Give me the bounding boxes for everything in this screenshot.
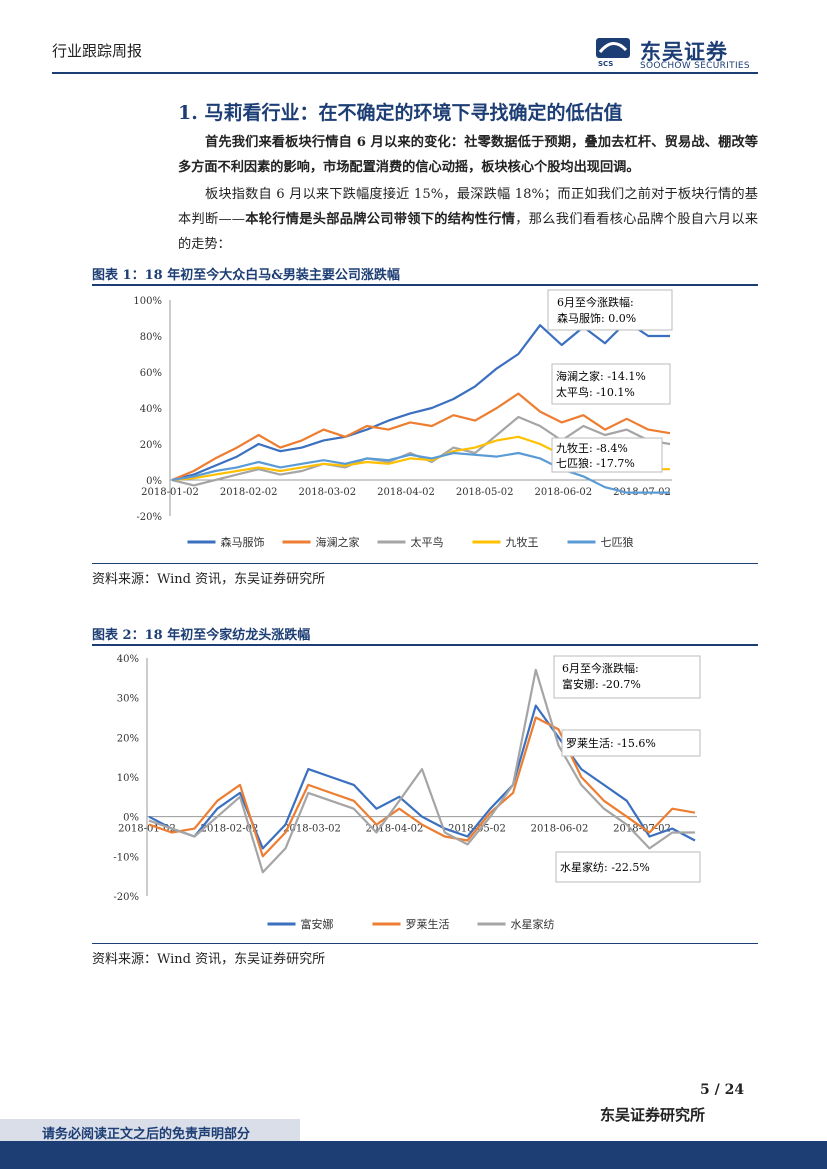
paragraph-2: 板块指数自 6 月以来下跌幅度接近 15%，最深跌幅 18%；而正如我们之前对于…	[178, 182, 758, 257]
f1-annot-2-line-2: 太平鸟: -10.1%	[556, 385, 635, 399]
f1-annot-2-line-1: 海澜之家: -14.1%	[556, 369, 646, 383]
c1-x-tick-label: 2018-05-02	[456, 487, 514, 498]
f2-annot-1-line-2: 富安娜: -20.7%	[562, 677, 641, 691]
c2-x-tick-label: 2018-06-02	[531, 824, 589, 835]
f1-annot-1-line-1: 6月至今涨跌幅:	[557, 295, 634, 309]
c1-x-tick-label: 2018-01-02	[141, 487, 199, 498]
c2-x-tick-label: 2018-01-02	[118, 824, 176, 835]
footer-bar	[0, 1141, 827, 1169]
c1-y-tick-label: -20%	[136, 512, 162, 523]
c2-y-tick-label: 20%	[117, 733, 139, 744]
c1-y-tick-label: 60%	[140, 368, 162, 379]
report-type-title: 行业跟踪周报	[52, 42, 143, 60]
logo-english-name: SOOCHOW SECURITIES	[640, 61, 750, 71]
f2-annot-3-line-1: 水星家纺: -22.5%	[560, 860, 650, 874]
logo-chinese-name: 东吴证券	[640, 40, 728, 64]
c1-legend-label: 海澜之家	[316, 535, 360, 549]
c1-y-tick-label: 0%	[146, 476, 162, 487]
c2-series-line-2	[148, 716, 696, 858]
f2-annot-1-line-1: 6月至今涨跌幅:	[562, 661, 639, 675]
c1-series-line-2	[171, 392, 671, 482]
figure-1-annotation-box-1: 6月至今涨跌幅: 森马服饰: 0.0%	[547, 289, 673, 331]
c1-x-tick-label: 2018-02-02	[220, 487, 278, 498]
c2-series-line-1	[148, 704, 696, 850]
company-logo-icon	[596, 38, 630, 58]
figure-2-top-rule	[92, 644, 758, 646]
c1-x-tick-label: 2018-03-02	[299, 487, 357, 498]
c2-legend-label: 富安娜	[301, 917, 334, 931]
paragraph-2-emphasis: 本轮行情是头部品牌公司带领下的结构性行情	[244, 212, 516, 227]
paragraph-2-part-a: 板块指数自 6 月以来下跌幅度接近 15%，最深跌幅 18%；而正如我们之前对于…	[178, 187, 758, 227]
disclaimer-text: 请务必阅读正文之后的免责声明部分	[42, 1127, 251, 1142]
c1-legend-label: 七匹狼	[601, 535, 634, 549]
c1-legend-label: 九牧王	[506, 535, 539, 549]
c1-x-tick-label: 2018-06-02	[535, 487, 593, 498]
figure-1-chart: 100% 80% 60% 40% 20% 0% -20% 2018-01-02 2018-02-…	[133, 289, 673, 549]
c2-y-tick-label: 40%	[117, 654, 139, 665]
figure-2-bottom-rule	[92, 943, 758, 944]
figure-1-annotation-box-2: 海澜之家: -14.1% 太平鸟: -10.1%	[551, 363, 671, 405]
c2-x-tick-label: 2018-04-02	[366, 824, 424, 835]
c2-x-tick-label: 2018-02-02	[201, 824, 259, 835]
figure-2-annotation-box-2: 罗莱生活: -15.6%	[561, 729, 701, 757]
disclaimer-banner: 请务必阅读正文之后的免责声明部分	[0, 1119, 300, 1143]
header-divider	[52, 72, 758, 74]
paragraph-1-text: 首先我们来看板块行情自 6 月以来的变化：社零数据低于预期，叠加去杠杆、贸易战、…	[178, 135, 758, 175]
c1-y-tick-label: 80%	[140, 332, 162, 343]
c2-y-tick-label: -20%	[113, 892, 139, 903]
figure-2-source: 资料来源：Wind 资讯，东吴证券研究所	[92, 952, 326, 967]
c2-y-tick-label: -10%	[113, 852, 139, 863]
c1-y-tick-label: 20%	[140, 440, 162, 451]
c2-x-tick-label: 2018-03-02	[283, 824, 341, 835]
c1-x-tick-label: 2018-04-02	[377, 487, 435, 498]
figure-1-source: 资料来源：Wind 资讯，东吴证券研究所	[92, 572, 326, 587]
c1-legend-label: 太平鸟	[411, 535, 444, 549]
logo-abbr: SCS	[598, 60, 614, 68]
figure-2-chart: 40% 30% 20% 10% 0% -10% -20% 2018-01-02 2018-02-…	[113, 654, 701, 931]
c2-legend-label: 罗莱生活	[406, 917, 450, 931]
f1-annot-1-line-2: 森马服饰: 0.0%	[557, 311, 636, 325]
f2-annot-2-line-1: 罗莱生活: -15.6%	[566, 736, 656, 750]
paragraph-1: 首先我们来看板块行情自 6 月以来的变化：社零数据低于预期，叠加去杠杆、贸易战、…	[178, 130, 758, 180]
figure-2-annotation-box-1: 6月至今涨跌幅: 富安娜: -20.7%	[553, 655, 701, 699]
page-number: 5 / 24	[700, 1082, 745, 1098]
footer-organization: 东吴证券研究所	[600, 1106, 706, 1124]
c2-y-tick-label: 0%	[123, 813, 139, 824]
c2-y-tick-label: 10%	[117, 773, 139, 784]
c1-y-tick-label: 40%	[140, 404, 162, 415]
figure-1-top-rule	[92, 284, 758, 286]
c1-y-tick-label: 100%	[133, 296, 162, 307]
c2-legend-label: 水星家纺	[511, 917, 555, 931]
f1-annot-3-line-1: 九牧王: -8.4%	[556, 441, 628, 455]
figure-2-title: 图表 2：18 年初至今家纺龙头涨跌幅	[92, 628, 311, 643]
c2-x-tick-label: 2018-07-02	[613, 824, 671, 835]
f1-annot-3-line-2: 七匹狼: -17.7%	[556, 456, 635, 470]
figure-1-annotation-box-3: 九牧王: -8.4% 七匹狼: -17.7%	[551, 437, 663, 473]
c1-series-line-5	[171, 451, 670, 494]
section-title: 1. 马莉看行业：在不确定的环境下寻找确定的低估值	[178, 102, 623, 124]
c2-y-tick-label: 30%	[117, 694, 139, 705]
c1-legend-label: 森马服饰	[221, 535, 265, 549]
paragraph-2-part-c: ，那么我们看看核心品牌个股自六月以来的走势：	[178, 212, 759, 252]
figure-1-bottom-rule	[92, 563, 758, 564]
figure-2-annotation-box-3: 水星家纺: -22.5%	[555, 851, 701, 883]
c2-series-line-3	[148, 668, 695, 874]
figure-1-title: 图表 1：18 年初至今大众白马&男装主要公司涨跌幅	[92, 268, 400, 283]
